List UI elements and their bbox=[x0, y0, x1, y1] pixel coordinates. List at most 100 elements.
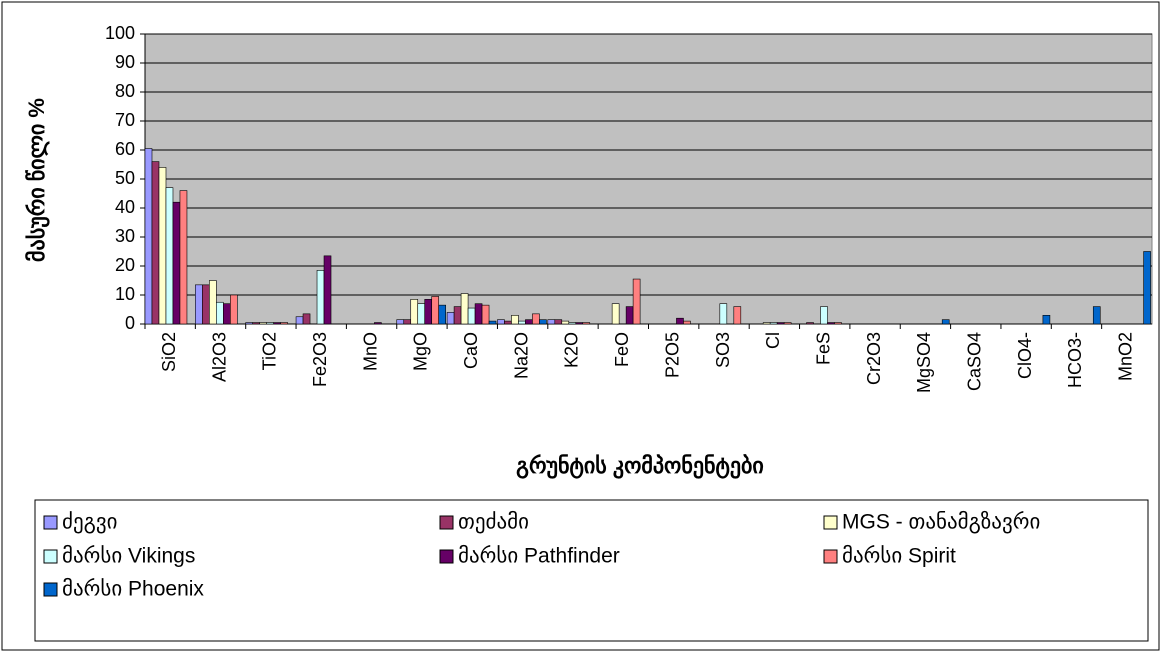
bar bbox=[783, 322, 792, 325]
y-tick-label: 0 bbox=[125, 313, 135, 333]
x-tick-label: ClO4- bbox=[1015, 332, 1035, 379]
bar bbox=[539, 319, 547, 325]
y-tick-label: 100 bbox=[105, 23, 135, 43]
bar bbox=[676, 317, 684, 325]
x-tick-label: FeS bbox=[813, 332, 833, 365]
bar bbox=[280, 322, 288, 325]
bar bbox=[733, 306, 742, 325]
bar bbox=[273, 322, 281, 325]
x-tick-label: FeO bbox=[612, 332, 632, 367]
legend-label: მარსი Phoenix bbox=[62, 578, 204, 601]
x-tick-label: K2O bbox=[562, 332, 582, 368]
bar bbox=[504, 320, 512, 325]
bar bbox=[424, 299, 433, 325]
bar bbox=[547, 319, 556, 325]
legend-swatch bbox=[823, 549, 838, 564]
bar bbox=[223, 303, 231, 325]
y-tick-label: 60 bbox=[115, 139, 135, 159]
x-tick-label: CaO bbox=[461, 332, 481, 369]
x-tick-label: TiO2 bbox=[260, 332, 280, 370]
bar bbox=[561, 320, 570, 325]
x-tick-label: MgO bbox=[411, 332, 431, 371]
bar bbox=[1042, 314, 1051, 325]
x-tick-label: MgSO4 bbox=[914, 332, 934, 393]
bar bbox=[245, 322, 253, 325]
bar bbox=[158, 167, 167, 325]
bar bbox=[511, 314, 519, 325]
bar bbox=[1092, 306, 1101, 325]
y-tick-label: 40 bbox=[115, 197, 135, 217]
bar bbox=[834, 322, 842, 325]
bar bbox=[582, 322, 591, 325]
x-tick-label: Fe2O3 bbox=[310, 332, 330, 387]
bar bbox=[216, 301, 224, 325]
legend-swatch bbox=[43, 515, 58, 530]
bar bbox=[295, 316, 304, 325]
y-tick-label: 90 bbox=[115, 52, 135, 72]
bar bbox=[632, 278, 641, 325]
x-tick-label: Cl bbox=[763, 332, 783, 349]
legend-label: მარსი Vikings bbox=[62, 545, 195, 568]
bar bbox=[611, 303, 620, 325]
bar bbox=[488, 320, 497, 325]
bar bbox=[769, 322, 778, 325]
bar bbox=[474, 303, 483, 325]
legend-label: MGS - თანამგზავრი bbox=[842, 511, 1040, 534]
bar bbox=[453, 306, 462, 325]
bar bbox=[683, 320, 691, 325]
x-axis-title: გრუნტის კომპონენტები bbox=[516, 453, 764, 479]
bar bbox=[144, 148, 153, 325]
bar bbox=[302, 313, 311, 325]
bar bbox=[1143, 251, 1151, 325]
bar bbox=[431, 296, 440, 325]
bar bbox=[820, 306, 828, 325]
bar bbox=[230, 294, 238, 325]
legend-swatch bbox=[43, 549, 58, 564]
bar bbox=[532, 313, 540, 325]
bar bbox=[151, 161, 160, 325]
bar bbox=[460, 293, 469, 325]
bar bbox=[165, 187, 174, 325]
y-axis-title: მასური წილი % bbox=[24, 98, 50, 262]
y-tick-label: 80 bbox=[115, 81, 135, 101]
bar bbox=[323, 255, 332, 325]
bar bbox=[762, 322, 771, 325]
x-tick-label: P2O5 bbox=[662, 332, 682, 378]
x-tick-label: SO3 bbox=[713, 332, 733, 368]
x-tick-label: Na2O bbox=[511, 332, 531, 379]
bar bbox=[195, 284, 203, 325]
bar bbox=[209, 280, 217, 325]
bar bbox=[575, 322, 584, 325]
bar bbox=[467, 307, 476, 325]
x-tick-label: Cr2O3 bbox=[864, 332, 884, 385]
y-tick-label: 20 bbox=[115, 255, 135, 275]
x-tick-label: SiO2 bbox=[159, 332, 179, 372]
bar bbox=[525, 319, 533, 325]
bar bbox=[518, 320, 526, 325]
bar bbox=[374, 322, 382, 325]
bar bbox=[179, 190, 188, 325]
legend-swatch bbox=[43, 582, 58, 597]
legend-swatch bbox=[823, 515, 838, 530]
legend-swatch bbox=[439, 549, 454, 564]
bar bbox=[554, 319, 563, 325]
x-tick-label: MnO2 bbox=[1116, 332, 1136, 381]
bar bbox=[568, 322, 577, 325]
x-tick-label: CaSO4 bbox=[965, 332, 985, 391]
y-tick-label: 10 bbox=[115, 284, 135, 304]
bar bbox=[202, 284, 210, 325]
bar bbox=[497, 319, 505, 325]
bar bbox=[719, 303, 728, 325]
legend-label: ძეგვი bbox=[62, 511, 117, 534]
bar bbox=[410, 299, 419, 325]
bar bbox=[446, 312, 455, 325]
legend bbox=[34, 499, 1149, 642]
legend-label: თეძამი bbox=[458, 511, 529, 534]
bar bbox=[806, 322, 814, 325]
x-tick-label: MnO bbox=[360, 332, 380, 371]
bar bbox=[259, 322, 267, 325]
bar bbox=[417, 303, 426, 325]
bar bbox=[941, 319, 950, 325]
x-tick-label: HCO3- bbox=[1065, 332, 1085, 388]
bar bbox=[266, 322, 274, 325]
